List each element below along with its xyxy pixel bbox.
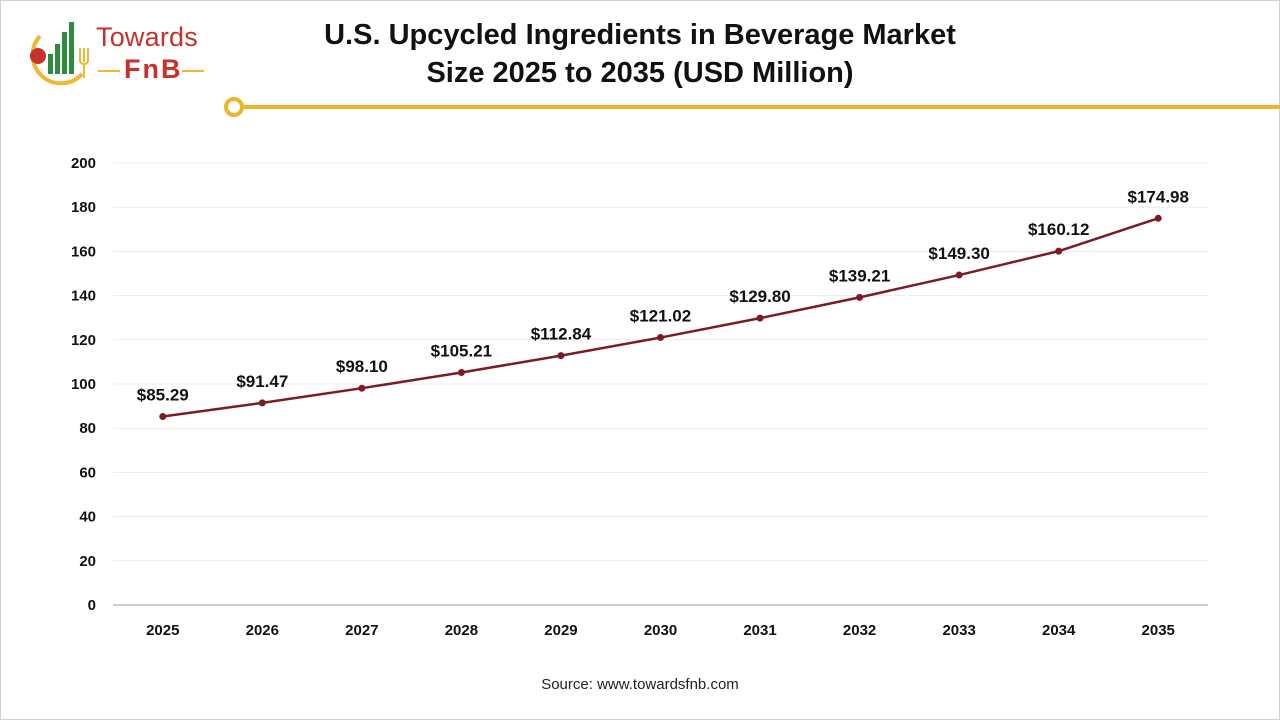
- series-layer: $85.29 $91.47 $98.10 $105.21 $112.84 $121.02 $…: [137, 187, 1189, 421]
- logo-emblem-icon: [30, 22, 89, 86]
- logo-word-towards: Towards: [96, 22, 198, 52]
- data-label: $121.02: [630, 307, 691, 326]
- y-tick-label: 180: [71, 199, 96, 216]
- data-label: $160.12: [1028, 220, 1089, 239]
- data-label: $112.84: [531, 325, 592, 344]
- data-label: $139.21: [829, 266, 890, 285]
- data-point: [557, 352, 565, 360]
- y-tick-label: 60: [79, 464, 96, 481]
- y-tick-label: 80: [79, 420, 96, 437]
- data-point: [657, 334, 664, 342]
- y-tick-label: 20: [79, 553, 96, 570]
- data-label: $149.30: [928, 244, 989, 263]
- x-tick-label: 2030: [644, 622, 677, 639]
- chart-title-line-1: U.S. Upcycled Ingredients in Beverage Ma…: [324, 19, 956, 51]
- data-point: [159, 413, 167, 421]
- data-label: $85.29: [137, 386, 189, 405]
- data-point: [856, 293, 864, 301]
- x-tick-label: 2027: [345, 622, 378, 639]
- x-tick-label: 2032: [843, 622, 876, 639]
- logo-word-fnb: FnB: [124, 54, 183, 84]
- title-divider: [224, 97, 1280, 117]
- data-point: [457, 368, 465, 376]
- chart-title: U.S. Upcycled Ingredients in Beverage Ma…: [300, 16, 980, 92]
- data-point: [1055, 247, 1063, 255]
- y-axis-tick-labels: 0 20 40 60 80 100 120 140 160 180 200: [71, 155, 96, 614]
- chart-title-line-2: Size 2025 to 2035 (USD Million): [426, 57, 854, 89]
- divider-ring-icon: [224, 97, 244, 117]
- data-label: $129.80: [729, 287, 790, 306]
- y-tick-label: 200: [71, 155, 96, 172]
- y-tick-label: 100: [71, 376, 96, 393]
- logo-underline-decoration: [98, 70, 204, 72]
- towards-fnb-logo: Towards FnB: [24, 18, 224, 88]
- x-tick-label: 2035: [1142, 622, 1175, 639]
- y-tick-label: 140: [71, 288, 96, 305]
- source-note: Source: www.towardsfnb.com: [541, 676, 739, 693]
- grid-lines: [113, 162, 1208, 606]
- x-tick-label: 2028: [445, 622, 478, 639]
- x-tick-label: 2031: [743, 622, 776, 639]
- y-tick-label: 120: [71, 332, 96, 349]
- y-tick-label: 40: [79, 509, 96, 526]
- y-tick-label: 160: [71, 243, 96, 260]
- y-tick-label: 0: [88, 597, 96, 614]
- x-axis-tick-labels: 2025 2026 2027 2028 2029 2030 2031 2032 2033 2034…: [146, 622, 1175, 639]
- data-label: $174.98: [1128, 187, 1189, 206]
- data-label: $91.47: [236, 372, 288, 391]
- data-point: [358, 384, 366, 392]
- x-tick-label: 2025: [146, 622, 179, 639]
- x-tick-label: 2026: [246, 622, 279, 639]
- data-point: [955, 271, 963, 279]
- data-label: $98.10: [336, 357, 388, 376]
- x-tick-label: 2034: [1042, 622, 1076, 639]
- data-point: [756, 314, 764, 322]
- x-tick-label: 2029: [544, 622, 577, 639]
- data-point: [1154, 214, 1162, 222]
- data-label: $105.21: [431, 341, 492, 360]
- x-tick-label: 2033: [942, 622, 975, 639]
- data-point: [258, 399, 266, 407]
